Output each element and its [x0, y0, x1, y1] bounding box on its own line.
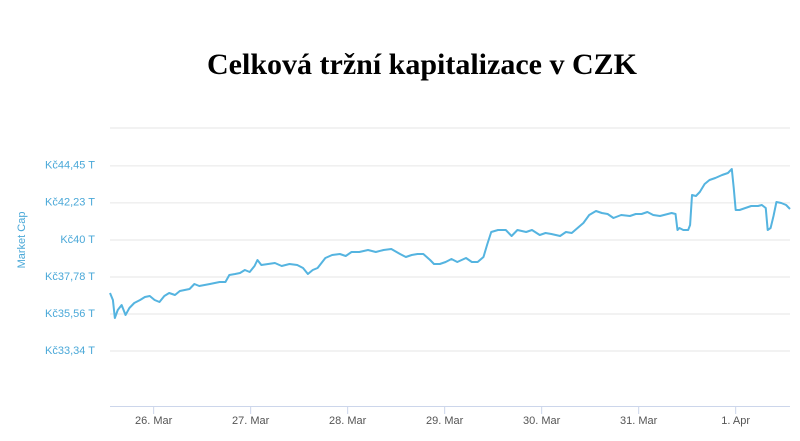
data-line [109, 168, 791, 319]
x-tick-label: 30. Mar [523, 415, 561, 427]
y-tick-label: Kč42,23 T [45, 197, 95, 209]
y-axis-title: Market Cap [16, 212, 28, 269]
y-tick-label: Kč40 T [60, 234, 95, 246]
y-tick-label: Kč44,45 T [45, 160, 95, 172]
x-tick-label: 29. Mar [426, 415, 464, 427]
x-tick-label: 27. Mar [232, 415, 270, 427]
y-tick-label: Kč37,78 T [45, 271, 95, 283]
x-tick-label: 1. Apr [721, 415, 750, 427]
y-tick-label: Kč33,34 T [45, 345, 95, 357]
x-tick-label: 26. Mar [135, 415, 173, 427]
chart-title: Celková tržní kapitalizace v CZK [207, 48, 638, 81]
x-tick-label: 28. Mar [329, 415, 367, 427]
x-tick-label: 31. Mar [620, 415, 658, 427]
y-tick-label: Kč35,56 T [45, 308, 95, 320]
